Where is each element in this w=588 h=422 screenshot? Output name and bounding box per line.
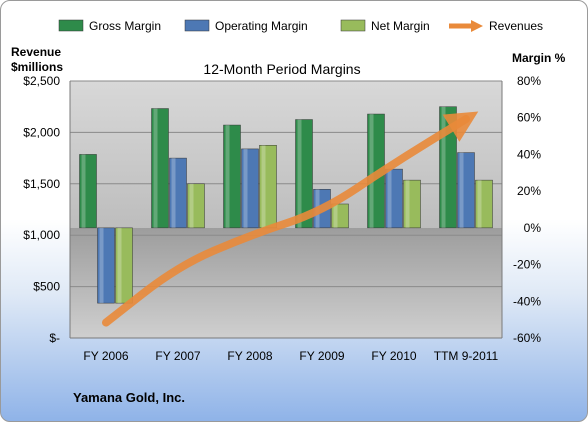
- bar-net-margin: [475, 179, 493, 229]
- company-name: Yamana Gold, Inc.: [73, 390, 185, 405]
- revenue-line: [102, 111, 479, 327]
- bar-highlight: [99, 227, 104, 304]
- x-tick-label: FY 2010: [371, 349, 416, 363]
- right-tick-label: 20%: [517, 184, 541, 198]
- bar-highlight: [441, 106, 446, 228]
- bar-gross-margin: [223, 124, 241, 229]
- bar-operating-margin: [457, 152, 475, 229]
- x-tick-label: FY 2008: [227, 349, 272, 363]
- right-tick-label: -20%: [513, 258, 541, 272]
- legend-swatch: [58, 19, 84, 32]
- bar-highlight: [297, 119, 302, 228]
- bar-operating-margin: [97, 227, 115, 304]
- bar-highlight: [153, 108, 158, 228]
- bar-highlight: [81, 154, 86, 228]
- right-tick-label: 40%: [517, 147, 541, 161]
- right-axis-title: Margin %: [512, 51, 566, 65]
- left-axis-title-line1: Revenue: [11, 45, 61, 59]
- legend-swatch: [340, 19, 366, 32]
- right-tick-label: 80%: [517, 74, 541, 88]
- left-axis-title-line2: $millions: [11, 60, 63, 74]
- legend-arrow: [471, 20, 483, 32]
- bars: [79, 106, 493, 304]
- bar-net-margin: [331, 203, 349, 229]
- chart-title: 12-Month Period Margins: [203, 61, 360, 77]
- right-tick-label: -60%: [513, 331, 541, 345]
- plot-area-lower: [70, 228, 502, 338]
- legend: Gross Margin Operating Margin Net Margin Re…: [58, 19, 543, 33]
- x-tick-label: FY 2006: [83, 349, 128, 363]
- left-tick-label: $2,000: [23, 125, 60, 139]
- legend-label: Revenues: [489, 19, 543, 33]
- legend-label: Operating Margin: [215, 19, 308, 33]
- bar-operating-margin: [169, 157, 187, 229]
- legend-label: Net Margin: [371, 19, 430, 33]
- bar-highlight: [333, 203, 338, 228]
- bar-net-margin: [187, 183, 205, 229]
- legend-swatch: [184, 19, 210, 32]
- right-tick-label: 0%: [524, 221, 542, 235]
- right-tick-label: -40%: [513, 294, 541, 308]
- left-tick-label: $1,000: [23, 228, 60, 242]
- bar-highlight: [387, 169, 392, 228]
- bar-highlight: [405, 180, 410, 228]
- axes: $2,500 $2,000 $1,500 $1,000 $500 $- 80% 60% 40% 2…: [23, 74, 541, 363]
- bar-operating-margin: [385, 168, 403, 229]
- legend-label: Gross Margin: [89, 19, 161, 33]
- bar-highlight: [171, 158, 176, 228]
- left-tick-label: $2,500: [23, 74, 60, 88]
- bar-highlight: [189, 183, 194, 228]
- left-tick-label: $-: [49, 331, 60, 345]
- bar-highlight: [117, 227, 122, 304]
- bar-gross-margin: [79, 154, 97, 229]
- bar-net-margin: [403, 179, 421, 229]
- revenues-line: [102, 111, 479, 327]
- bar-highlight: [369, 114, 374, 228]
- bar-highlight: [225, 125, 230, 228]
- x-tick-label: FY 2007: [155, 349, 200, 363]
- bar-operating-margin: [241, 148, 259, 229]
- bar-gross-margin: [151, 108, 169, 229]
- x-tick-label: FY 2009: [299, 349, 344, 363]
- right-tick-label: 60%: [517, 111, 541, 125]
- left-tick-label: $1,500: [23, 177, 60, 191]
- bar-highlight: [261, 145, 266, 228]
- bar-net-margin: [115, 227, 133, 304]
- bar-gross-margin: [295, 119, 313, 229]
- bar-highlight: [477, 180, 482, 228]
- x-tick-label: TTM 9-2011: [434, 349, 499, 363]
- bar-highlight: [243, 148, 248, 228]
- bar-highlight: [459, 152, 464, 228]
- left-tick-label: $500: [33, 280, 60, 294]
